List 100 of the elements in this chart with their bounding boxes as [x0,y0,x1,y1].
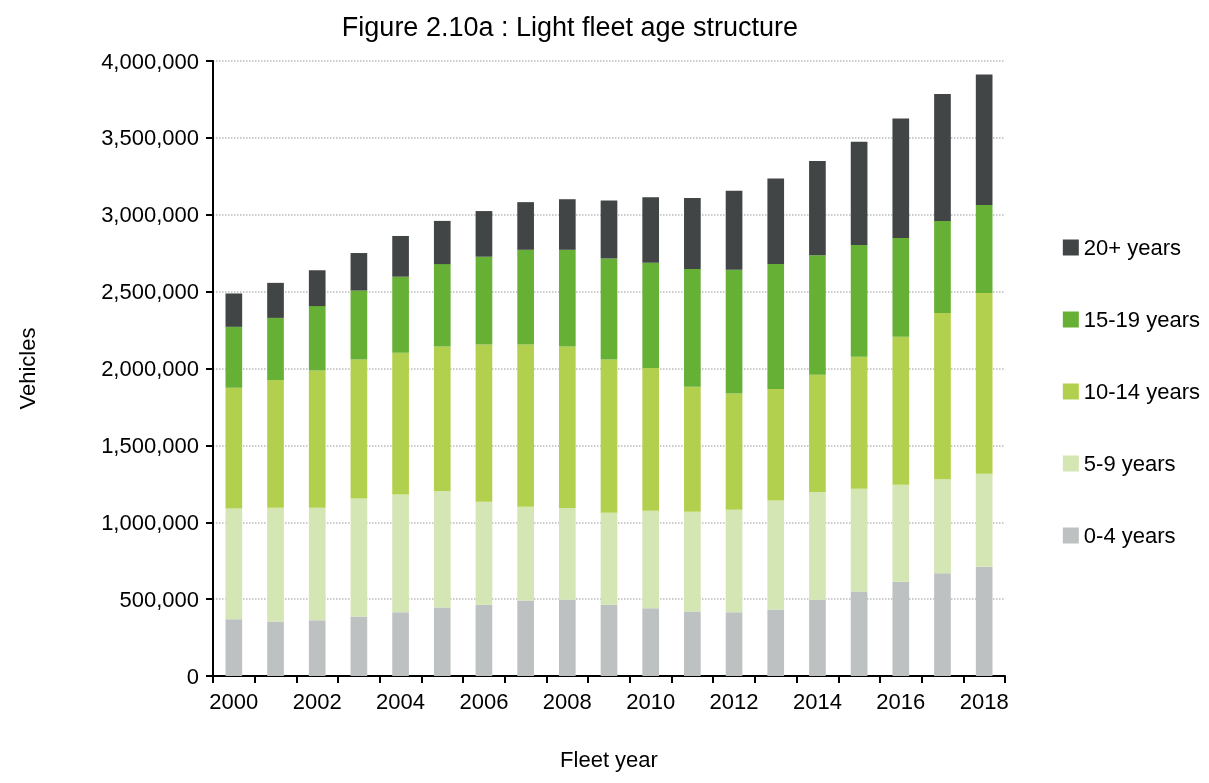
y-tick-label: 500,000 [119,586,199,612]
bar [809,599,826,676]
bar [225,387,243,509]
bar [975,293,993,474]
x-tick-label: 2002 [292,688,342,714]
bar [767,609,785,676]
bar [642,608,660,676]
x-tick-label: 2008 [542,688,592,714]
bar [433,607,451,676]
bar [975,473,993,567]
bar [392,235,409,277]
legend-label: 15-19 years [1083,307,1201,332]
x-tick-label: 2004 [376,688,426,714]
bar [475,256,493,345]
bar [225,508,243,620]
y-tick-label: 3,000,000 [101,202,199,228]
bar [350,616,368,676]
bar [267,621,284,676]
bar [475,501,493,605]
bar [892,237,910,337]
x-tick-label: 2010 [626,688,676,714]
bar [725,509,743,613]
bar [892,484,910,582]
bar [684,197,701,270]
chart-title: Figure 2.10a : Light fleet age structure [341,11,799,42]
bar [433,490,451,608]
bar [267,507,284,622]
bar [475,604,493,676]
y-tick-label: 1,000,000 [101,509,199,535]
y-axis-title: Vehicles [14,327,40,410]
bar [684,611,701,676]
bar [392,612,409,676]
legend-label: 5-9 years [1083,451,1176,476]
y-tick-label: 2,500,000 [101,279,199,305]
bar [392,276,409,353]
bar [225,326,243,388]
bar [934,220,951,313]
bar [975,204,993,294]
bar [558,507,576,600]
y-tick-label: 2,000,000 [101,356,199,381]
bar [892,336,910,485]
bar [642,510,660,609]
bar [350,359,368,499]
bar [308,306,326,371]
bar [267,282,284,318]
bar [392,352,409,495]
bar [517,600,534,676]
bar [725,269,743,394]
x-tick-label: 2016 [876,688,926,714]
bar [558,599,576,676]
legend-label: 10-14 years [1083,379,1201,404]
bar [267,317,284,380]
y-tick-label: 1,500,000 [101,432,199,458]
bar [433,346,451,491]
legend-label: 20+ years [1083,235,1182,260]
bar [433,220,451,265]
bar [975,74,993,205]
bar [308,370,326,508]
bar [809,255,826,375]
bar [642,368,660,511]
bar [809,160,826,256]
x-tick-label: 2018 [959,688,1009,714]
x-tick-label: 2012 [709,688,759,714]
bar [517,202,534,250]
bar [517,506,534,601]
legend-label: 0-4 years [1083,523,1176,548]
bar [934,313,951,480]
bar [350,290,368,360]
bar [850,244,868,357]
bar [225,293,243,327]
bar [934,94,951,221]
bar [600,359,618,513]
bar [767,500,785,610]
bar [308,507,326,621]
bar [558,346,576,508]
bar [517,249,534,345]
bar [642,262,660,369]
bar [600,200,618,259]
y-tick-label: 3,500,000 [101,125,199,151]
bar [725,393,743,510]
y-tick-label: 4,000,000 [101,48,199,74]
bar [684,269,701,387]
bar [600,512,618,605]
bar [850,356,868,489]
x-tick-label: 2014 [792,688,842,714]
bar [934,479,951,574]
bar [767,264,785,389]
bar [725,612,743,676]
bar [267,379,284,508]
bar [767,388,785,501]
x-tick-label: 2000 [209,688,259,714]
bar [600,258,618,360]
bar [809,374,826,493]
bar [475,211,493,257]
bar [850,141,868,245]
bar [517,344,534,507]
x-tick-label: 2006 [459,688,509,714]
bar [475,344,493,502]
y-tick-label: 0 [186,663,199,689]
bar [600,604,618,676]
